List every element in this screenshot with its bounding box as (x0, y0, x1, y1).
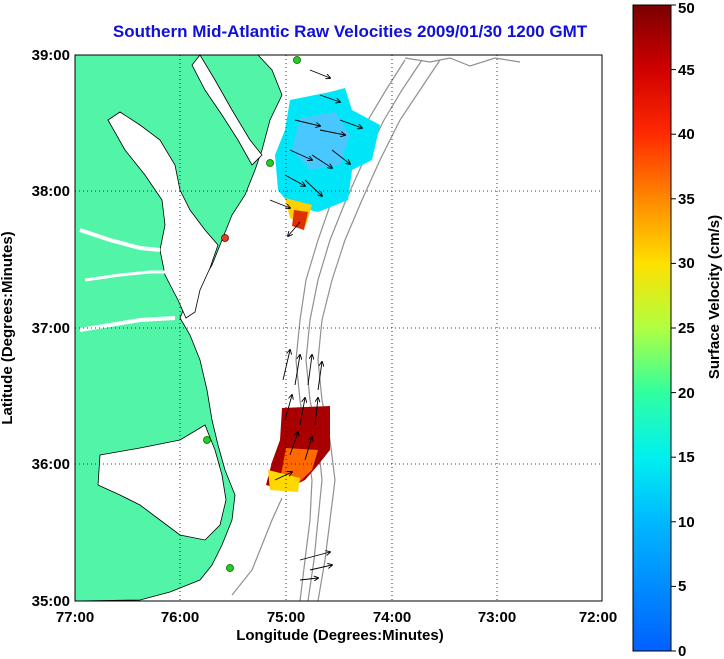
colorbar-tick-label: 45 (678, 62, 695, 79)
chart-title: Southern Mid-Atlantic Raw Velocities 200… (112, 22, 588, 41)
colorbar (632, 4, 672, 652)
colorbar-tick-label: 40 (678, 126, 695, 143)
y-tick-label: 38:00 (32, 183, 70, 200)
y-tick-label: 36:00 (32, 456, 70, 473)
x-tick-label: 75:00 (267, 609, 305, 626)
river-rappahannock (84, 270, 165, 282)
x-tick-label: 73:00 (478, 609, 516, 626)
delaware-bay (191, 55, 263, 166)
colorbar-tick-label: 20 (678, 385, 695, 402)
x-axis-label: Longitude (Degrees:Minutes) (236, 627, 444, 644)
colorbar-tick-label: 5 (678, 578, 686, 595)
river-potomac (79, 228, 161, 252)
pamlico-sound (97, 424, 227, 541)
y-tick-labels: 39:00 38:00 37:00 36:00 35:00 (32, 47, 70, 610)
y-tick-label: 37:00 (32, 320, 70, 337)
colorbar-tick-label: 30 (678, 255, 695, 272)
x-tick-label: 72:00 (579, 609, 617, 626)
colorbar-label: Surface Velocity (cm/s) (706, 215, 723, 379)
colorbar-tick-label: 50 (678, 0, 695, 17)
colorbar-tick-label: 0 (678, 643, 686, 659)
x-tick-label: 77:00 (56, 609, 94, 626)
station-marker (221, 234, 229, 242)
y-axis-label: Latitude (Degrees:Minutes) (0, 231, 16, 424)
x-tick-label: 76:00 (161, 609, 199, 626)
northern-velocity-patch (275, 88, 380, 230)
x-tick-label: 74:00 (373, 609, 411, 626)
colorbar-tick-label: 25 (678, 320, 695, 337)
station-marker (203, 436, 211, 444)
colorbar-tick-label: 15 (678, 449, 695, 466)
x-tick-labels: 77:00 76:00 75:00 74:00 73:00 72:00 (56, 609, 617, 626)
colorbar-ticks (671, 4, 676, 652)
river-james (79, 316, 176, 332)
colorbar-tick-label: 35 (678, 191, 695, 208)
southern-velocity-patch (266, 406, 330, 492)
y-tick-label: 35:00 (32, 593, 70, 610)
plot-frame (74, 54, 603, 602)
chesapeake-bay (107, 111, 219, 319)
station-marker (266, 159, 274, 167)
velocity-arrows (269, 69, 362, 580)
y-tick-label: 39:00 (32, 47, 70, 64)
colorbar-tick-label: 10 (678, 514, 695, 531)
colorbar-tick-labels: 0 5 10 15 20 25 30 35 40 45 50 (678, 0, 695, 659)
station-marker (293, 56, 301, 64)
grid-lines (75, 55, 602, 601)
station-marker (226, 564, 234, 572)
